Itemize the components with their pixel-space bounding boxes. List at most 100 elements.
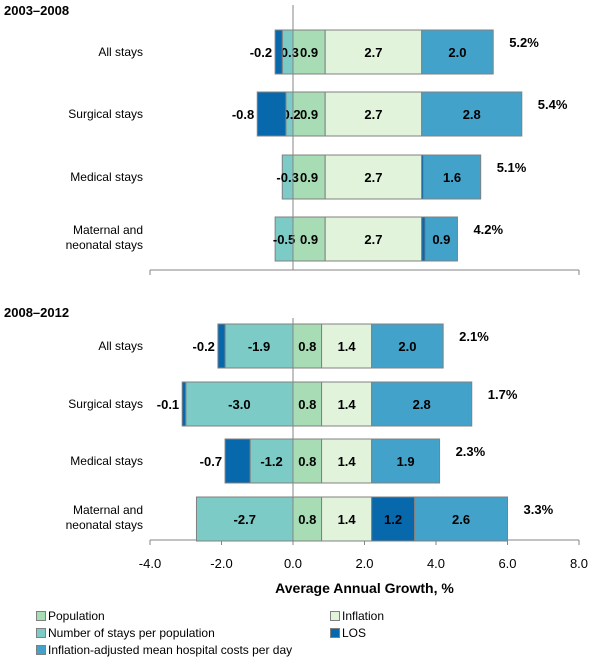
bar-segment <box>324 29 423 75</box>
data-label: 2.7 <box>364 45 382 60</box>
legend-label: Inflation-adjusted mean hospital costs p… <box>48 643 293 657</box>
bar-segment <box>249 438 294 484</box>
bar-segment <box>292 29 326 75</box>
data-label: -0.1 <box>157 397 179 412</box>
total-label: 3.3% <box>524 502 554 517</box>
data-label: -1.9 <box>248 339 270 354</box>
x-axis-title: Average Annual Growth, % <box>275 580 454 596</box>
bar-segment <box>421 216 426 262</box>
bar-segment <box>421 29 494 75</box>
total-label: 5.4% <box>538 97 568 112</box>
bar-segment <box>195 496 294 542</box>
bar-segment <box>224 438 251 484</box>
category-label: Maternal and <box>73 503 143 517</box>
category-label: All stays <box>98 339 143 353</box>
bar-segment <box>292 323 323 369</box>
legend-label: LOS <box>342 626 367 640</box>
legend-item-inflation: Inflation <box>330 609 384 623</box>
data-label: 2.7 <box>364 107 382 122</box>
bar-segment <box>424 216 458 262</box>
bar-segment <box>414 496 508 542</box>
legend-swatch <box>36 628 46 638</box>
data-label: -2.7 <box>234 512 256 527</box>
legend-label: Inflation <box>342 609 385 623</box>
legend-item-population: Population <box>36 609 105 623</box>
data-label: 1.4 <box>338 397 357 412</box>
bar-segment <box>321 438 373 484</box>
bar-segment <box>181 381 187 427</box>
data-label: -1.2 <box>260 454 282 469</box>
data-label: -0.3 <box>276 170 298 185</box>
x-tick-label: 2.0 <box>355 556 373 571</box>
bar-segment <box>371 381 473 427</box>
data-label: 0.9 <box>432 232 450 247</box>
data-label: 2.7 <box>364 232 382 247</box>
data-label: 1.9 <box>397 454 415 469</box>
data-label: 0.9 <box>300 170 318 185</box>
legend-item-los: LOS <box>330 626 366 640</box>
legend-swatch <box>36 645 46 655</box>
legend-swatch <box>36 611 46 621</box>
bar-segment <box>371 323 444 369</box>
data-label: 0.8 <box>298 339 316 354</box>
legend-swatch <box>330 611 340 621</box>
bar-segment <box>217 323 226 369</box>
bar-segment <box>324 91 423 137</box>
data-label: 2.6 <box>452 512 470 527</box>
data-label: 1.4 <box>338 512 357 527</box>
bar-segment <box>292 438 323 484</box>
total-label: 2.1% <box>459 329 489 344</box>
total-label: 1.7% <box>488 387 518 402</box>
bar-segment <box>256 91 287 137</box>
data-label: -0.7 <box>200 454 222 469</box>
bar-segment <box>371 496 416 542</box>
bar-segment <box>371 438 441 484</box>
legend-swatch <box>330 628 340 638</box>
x-tick-label: -4.0 <box>139 556 161 571</box>
data-label: 0.9 <box>300 232 318 247</box>
data-label: 2.8 <box>463 107 481 122</box>
category-label: Surgical stays <box>68 107 143 121</box>
total-label: 5.2% <box>509 35 539 50</box>
data-label: 0.9 <box>300 45 318 60</box>
total-label: 4.2% <box>473 222 503 237</box>
data-label: 1.4 <box>338 454 357 469</box>
bar-segment <box>321 381 373 427</box>
category-label: Surgical stays <box>68 397 143 411</box>
x-tick-label: -2.0 <box>210 556 232 571</box>
total-label: 2.3% <box>456 444 486 459</box>
data-label: 2.8 <box>413 397 431 412</box>
category-label: neonatal stays <box>66 238 143 252</box>
legend-label: Population <box>48 609 105 623</box>
legend-label: Number of stays per population <box>48 626 215 640</box>
x-tick-label: 0.0 <box>284 556 302 571</box>
data-label: -3.0 <box>228 397 250 412</box>
bar-segment <box>292 216 326 262</box>
bar-segment <box>422 154 482 200</box>
total-label: 5.1% <box>497 160 527 175</box>
x-tick-label: 6.0 <box>498 556 516 571</box>
panel-title: 2003–2008 <box>4 3 69 18</box>
data-label: -0.5 <box>273 232 295 247</box>
x-tick-label: 4.0 <box>427 556 445 571</box>
bar-segment <box>324 216 423 262</box>
data-label: -0.2 <box>250 45 272 60</box>
bar-segment <box>292 381 323 427</box>
data-label: 0.8 <box>298 397 316 412</box>
data-label: 0.9 <box>300 107 318 122</box>
x-tick-label: 8.0 <box>570 556 588 571</box>
data-label: 1.2 <box>384 512 402 527</box>
data-label: 2.0 <box>398 339 416 354</box>
category-label: All stays <box>98 45 143 59</box>
category-label: Medical stays <box>70 170 143 184</box>
data-label: 1.6 <box>443 170 461 185</box>
bar-segment <box>274 29 283 75</box>
data-label: 0.8 <box>298 454 316 469</box>
data-label: 1.4 <box>338 339 357 354</box>
bar-segment <box>421 91 523 137</box>
panel-title: 2008–2012 <box>4 305 69 320</box>
category-label: Maternal and <box>73 223 143 237</box>
data-label: 2.0 <box>448 45 466 60</box>
